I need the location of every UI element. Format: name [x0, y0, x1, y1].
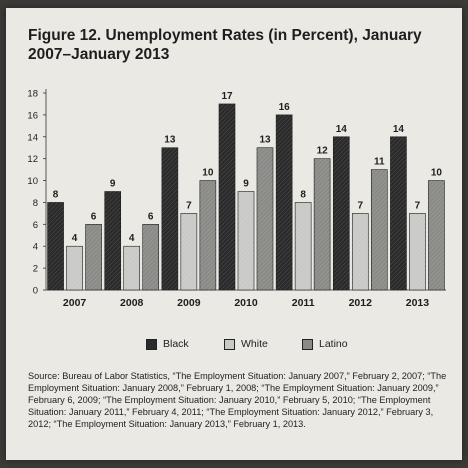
data-label: 13: [259, 135, 271, 146]
bar-texture: [314, 158, 331, 290]
data-label: 6: [91, 211, 97, 222]
data-label: 9: [243, 179, 249, 190]
source-note: Source: Bureau of Labor Statistics, “The…: [28, 371, 447, 429]
x-tick-label: 2009: [177, 297, 201, 309]
data-label: 4: [72, 233, 78, 244]
data-label: 7: [358, 200, 364, 211]
chart-bars: [47, 103, 445, 291]
legend-item-latino: Latino: [302, 338, 348, 350]
y-tick-label: 2: [33, 264, 38, 275]
y-tick-label: 10: [27, 176, 38, 187]
bar-texture: [161, 147, 178, 290]
data-label: 7: [415, 200, 421, 211]
bar-texture: [180, 213, 197, 290]
bar-texture: [390, 136, 407, 290]
data-label: 8: [300, 189, 306, 200]
legend-label-black: Black: [163, 338, 189, 350]
data-label: 14: [336, 124, 348, 135]
bar-texture: [199, 180, 216, 290]
data-label: 4: [129, 233, 135, 244]
legend-label-white: White: [241, 338, 268, 350]
data-label: 10: [431, 168, 443, 179]
legend-item-black: Black: [146, 338, 189, 350]
x-tick-label: 2007: [63, 297, 87, 309]
y-tick-label: 6: [33, 220, 38, 231]
data-label: 12: [317, 146, 329, 157]
x-tick-label: 2013: [406, 297, 430, 309]
y-tick-label: 16: [27, 110, 38, 121]
data-label: 11: [374, 157, 385, 168]
data-label: 8: [53, 189, 59, 200]
bar-texture: [333, 136, 350, 290]
bar-texture: [66, 246, 83, 290]
data-label: 9: [110, 179, 116, 190]
legend-item-white: White: [224, 338, 268, 350]
y-tick-label: 18: [27, 89, 38, 100]
legend-swatch-white: [224, 338, 235, 350]
y-tick-label: 8: [33, 198, 38, 209]
bar-texture: [47, 202, 64, 290]
x-tick-label: 2008: [120, 297, 144, 309]
bar-texture: [371, 169, 388, 290]
legend-swatch-black: [146, 338, 157, 350]
bar-texture: [276, 114, 293, 290]
x-tick-label: 2010: [234, 297, 258, 309]
data-label: 17: [221, 91, 233, 102]
bar-texture: [428, 180, 445, 290]
y-tick-label: 0: [33, 286, 38, 297]
bar-texture: [219, 103, 235, 290]
data-label: 10: [202, 168, 214, 179]
book-page: Figure 12. Unemployment Rates (in Percen…: [6, 8, 462, 460]
bar-texture: [85, 224, 102, 290]
data-label: 6: [148, 211, 154, 222]
bar-texture: [142, 224, 159, 290]
y-tick-label: 14: [27, 132, 38, 143]
data-label: 7: [186, 200, 192, 211]
bar-texture: [123, 246, 140, 290]
legend-label-latino: Latino: [319, 338, 348, 350]
x-tick-label: 2011: [292, 297, 315, 309]
y-tick-label: 4: [33, 242, 38, 253]
bar-texture: [238, 191, 254, 290]
bar-texture: [409, 213, 426, 290]
bar-texture: [104, 191, 121, 290]
y-tick-label: 12: [27, 154, 38, 165]
bar-chart: 0 2 4 6 8 10 12 14 16 18 8 4 6 2007 9 4 6 2008 13 7 10 2009 1…: [27, 89, 446, 309]
bar-texture: [257, 147, 273, 290]
bar-texture: [352, 213, 369, 290]
chart-title: Figure 12. Unemployment Rates (in Percen…: [28, 27, 422, 63]
data-label: 16: [279, 102, 291, 113]
bar-texture: [295, 202, 312, 290]
chart-labels: 8 4 6 2007 9 4 6 2008 13 7 10 2009 17 9 13 2010 16 8 12 201…: [53, 91, 443, 309]
legend-swatch-latino: [302, 338, 313, 350]
data-label: 13: [164, 135, 176, 146]
data-label: 14: [393, 124, 405, 135]
x-tick-label: 2012: [349, 297, 373, 309]
